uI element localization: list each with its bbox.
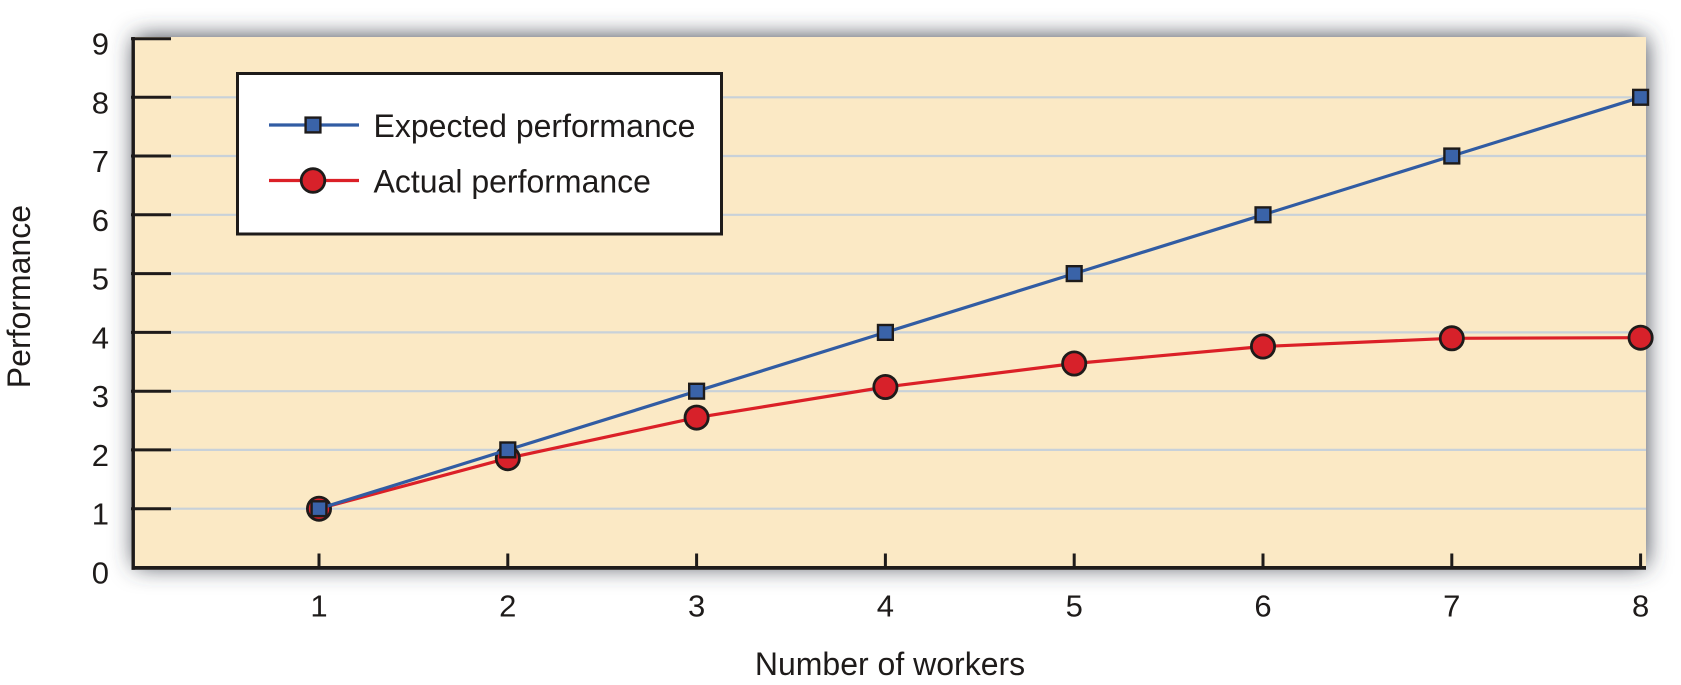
svg-text:3: 3 (688, 589, 705, 624)
svg-text:6: 6 (92, 203, 109, 238)
svg-text:4: 4 (877, 589, 894, 624)
svg-text:1: 1 (92, 497, 109, 532)
svg-text:9: 9 (92, 27, 109, 62)
svg-text:0: 0 (92, 556, 109, 591)
svg-text:3: 3 (92, 379, 109, 414)
svg-text:7: 7 (1443, 589, 1460, 624)
svg-text:2: 2 (499, 589, 516, 624)
svg-text:Number of workers: Number of workers (755, 646, 1025, 682)
svg-text:Performance: Performance (1, 205, 37, 388)
svg-text:8: 8 (92, 85, 109, 120)
svg-text:Expected performance: Expected performance (374, 108, 696, 144)
svg-text:Actual performance: Actual performance (374, 164, 651, 200)
svg-text:4: 4 (92, 320, 109, 355)
svg-text:8: 8 (1632, 589, 1649, 624)
svg-text:2: 2 (92, 438, 109, 473)
svg-text:7: 7 (92, 144, 109, 179)
svg-text:5: 5 (1066, 589, 1083, 624)
svg-text:1: 1 (310, 589, 327, 624)
svg-text:5: 5 (92, 262, 109, 297)
svg-text:6: 6 (1254, 589, 1271, 624)
